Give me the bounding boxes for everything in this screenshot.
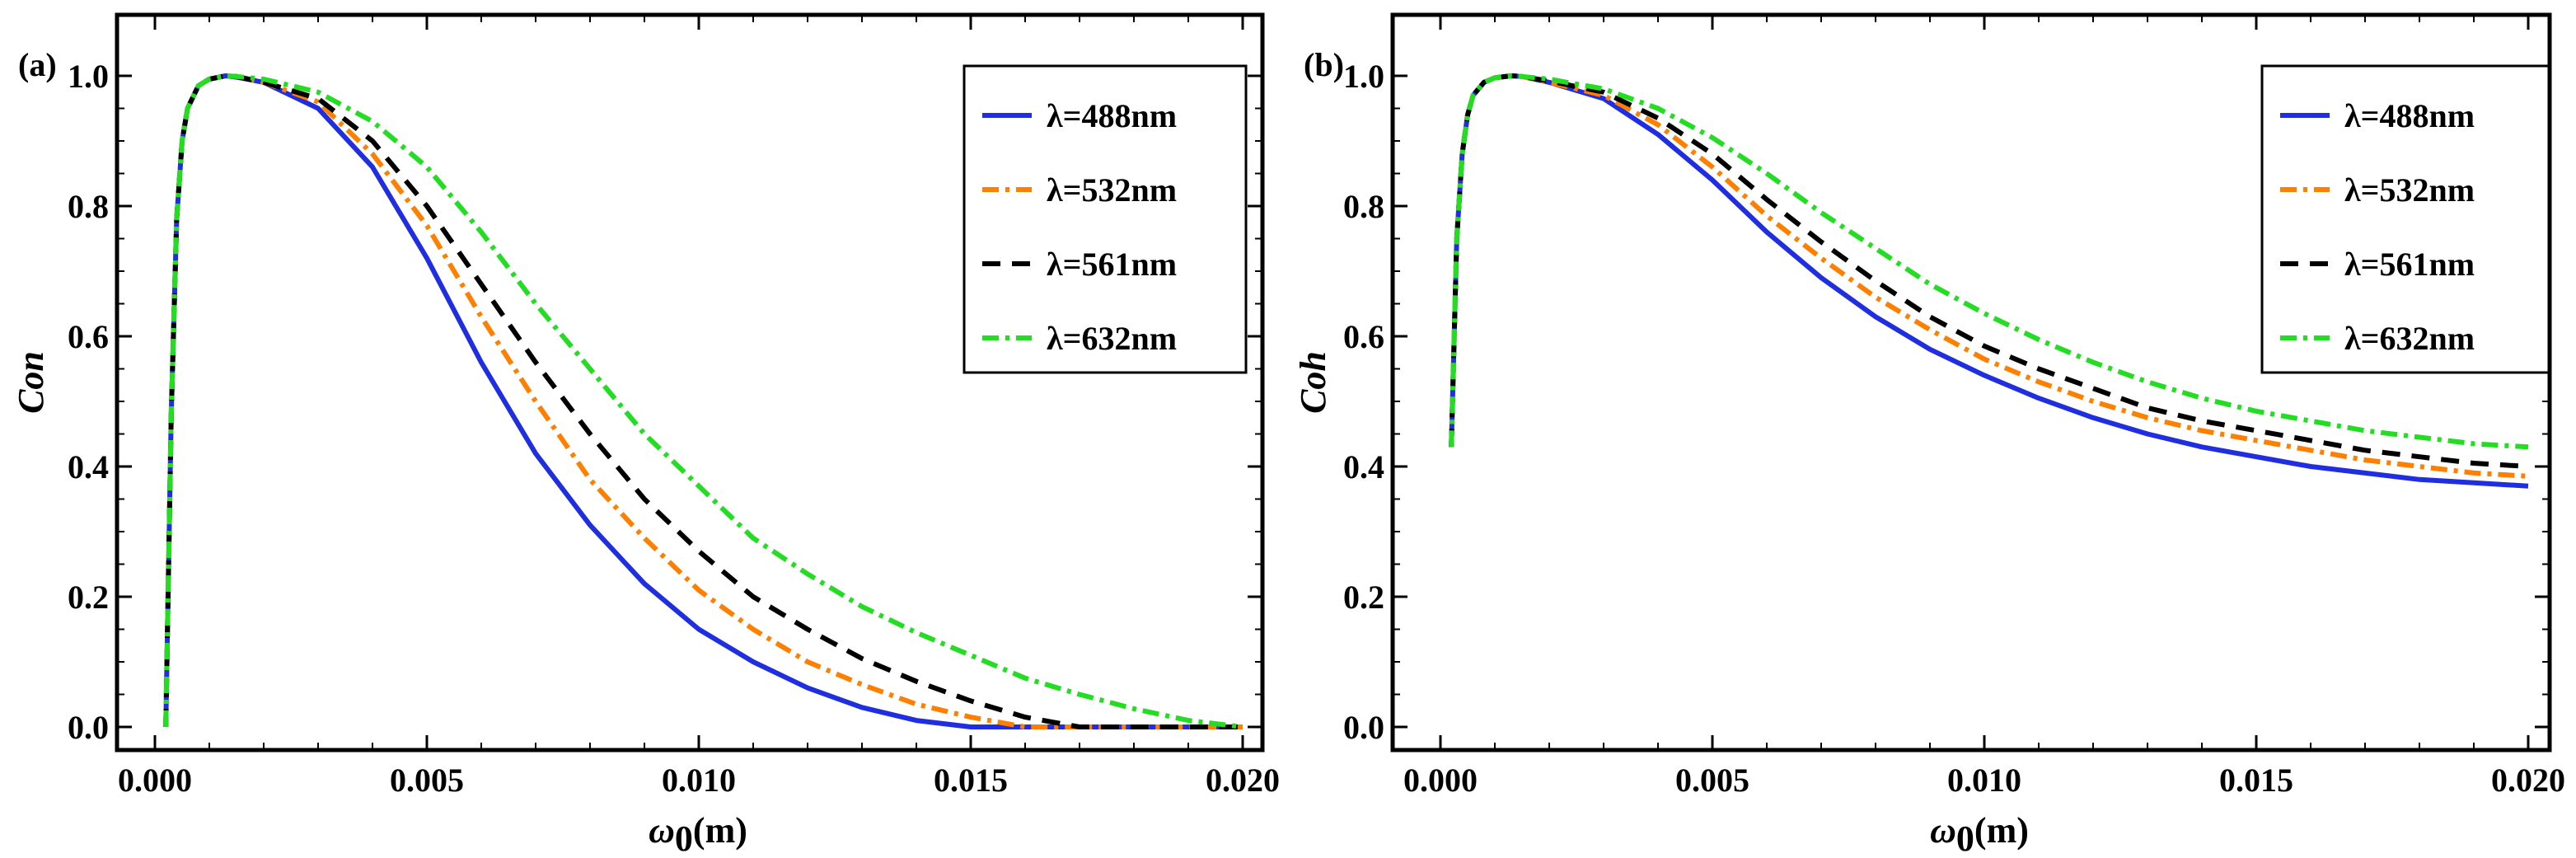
plot-frame	[1390, 12, 2552, 753]
x-tick-label: 0.005	[390, 762, 464, 799]
y-tick-label: 0.0	[68, 709, 109, 746]
x-tick-label: 0.000	[1403, 762, 1478, 799]
y-tick-label: 0.6	[68, 318, 109, 355]
x-tick-label: 0.015	[934, 762, 1008, 799]
legend-entry-1: λ=488nm	[1047, 97, 1177, 134]
y-tick-label: 1.0	[68, 58, 109, 95]
y-tick-label: 0.2	[1343, 579, 1384, 616]
y-tick-label: 0.4	[1343, 448, 1384, 485]
y-axis-label: Coh	[1293, 351, 1333, 414]
legend-entry-3: λ=561nm	[2344, 246, 2475, 283]
legend-entry-4: λ=632nm	[2344, 320, 2475, 357]
legend-entry-4: λ=632nm	[1047, 320, 1177, 357]
x-tick-label: 0.005	[1675, 762, 1749, 799]
legend: λ=488nm λ=532nm λ=561nm λ=632nm	[962, 64, 1248, 374]
legend-entry-3: λ=561nm	[1047, 246, 1177, 283]
panel-a: 0.0 0.2 0.4 0.6 0.8 1.0 0.000 0.005 0.010 0.015 0.…	[11, 12, 1280, 858]
y-axis-label: Con	[11, 351, 51, 414]
x-tick-label: 0.020	[1206, 762, 1280, 799]
x-tick-label: 0.010	[662, 762, 736, 799]
panel-label: (b)	[1304, 46, 1344, 83]
legend: λ=488nm λ=532nm λ=561nm λ=632nm	[2260, 64, 2550, 374]
y-tick-label: 0.8	[1343, 188, 1384, 225]
x-axis-label: ω0(m)	[1930, 810, 2029, 858]
y-tick-label: 0.4	[68, 448, 109, 485]
y-tick-label: 0.6	[1343, 318, 1384, 355]
legend-entry-2: λ=532nm	[2344, 171, 2475, 209]
y-tick-label: 0.0	[1343, 709, 1384, 746]
x-tick-label: 0.020	[2491, 762, 2565, 799]
y-tick-label: 0.2	[68, 579, 109, 616]
x-tick-label: 0.000	[118, 762, 192, 799]
x-axis-label: ω0(m)	[649, 810, 747, 858]
x-tick-label: 0.015	[2219, 762, 2293, 799]
legend-entry-1: λ=488nm	[2344, 97, 2475, 134]
panel-b: 0.0 0.2 0.4 0.6 0.8 1.0 0.000 0.005 0.010 0.015 0.…	[1293, 12, 2565, 858]
series-line-4	[163, 73, 1244, 729]
panel-label: (a)	[18, 46, 57, 83]
plot-frame	[115, 12, 1265, 753]
x-tick-label: 0.010	[1947, 762, 2021, 799]
y-tick-label: 0.8	[68, 188, 109, 225]
y-tick-label: 1.0	[1343, 58, 1384, 95]
legend-entry-2: λ=532nm	[1047, 171, 1177, 209]
series-line-4	[1449, 73, 2529, 450]
